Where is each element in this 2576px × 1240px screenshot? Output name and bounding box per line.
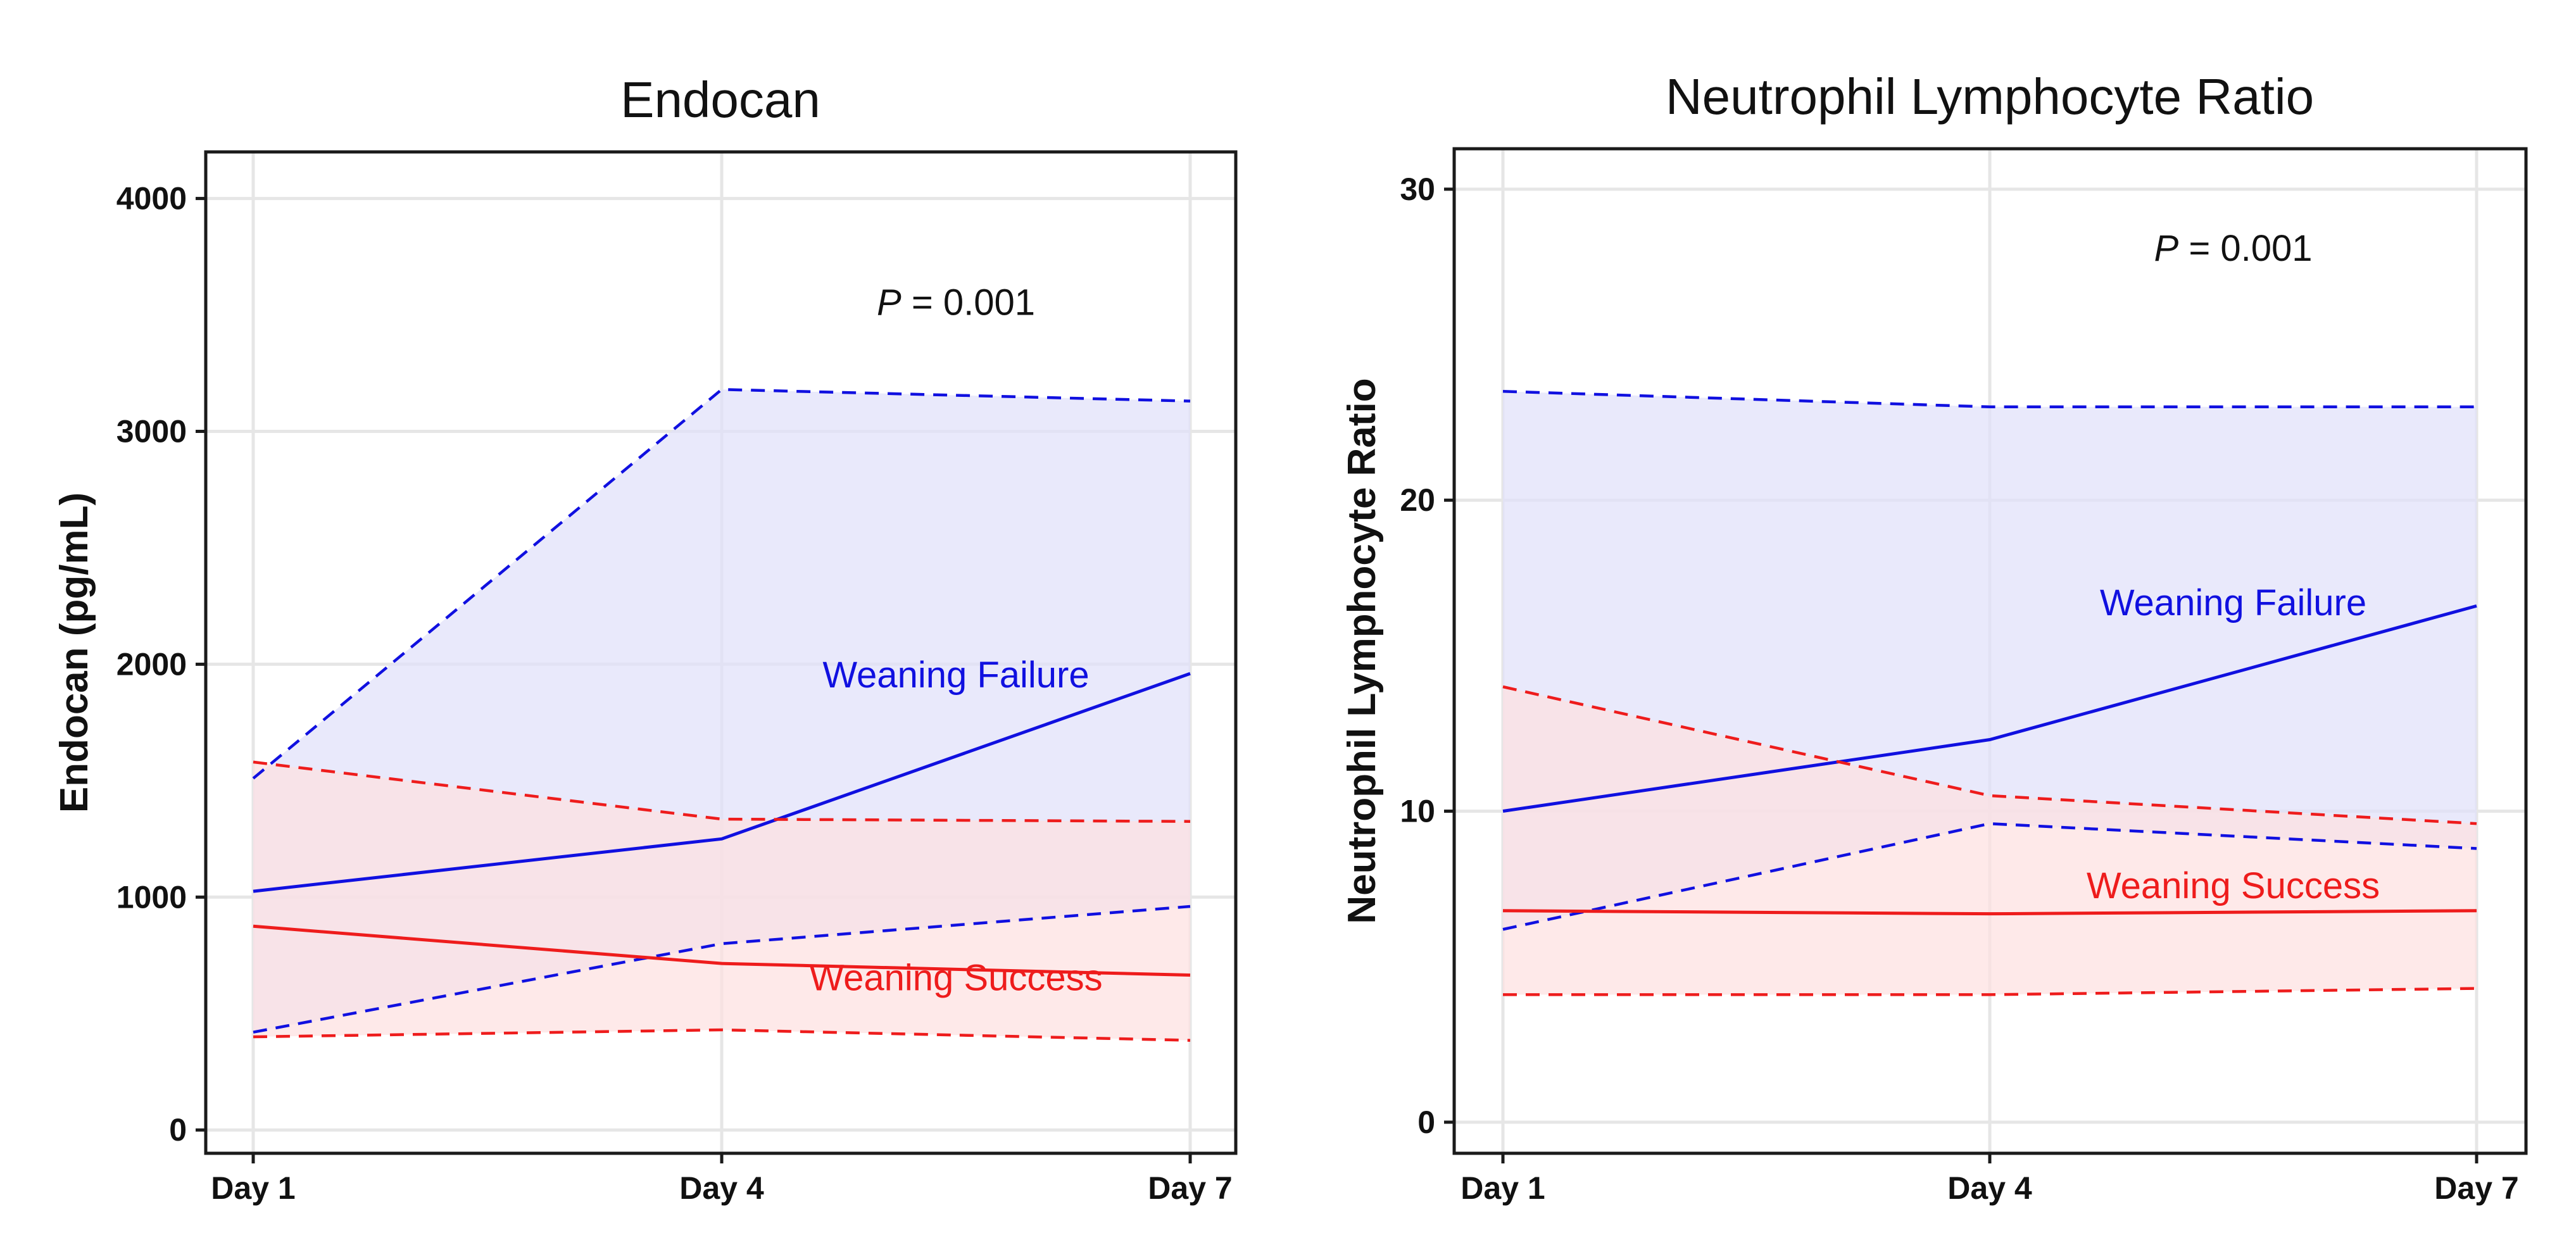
- weaning-failure-label: Weaning Failure: [2100, 582, 2366, 623]
- weaning-success-lower-bound: [253, 1028, 1191, 1042]
- p-label: P: [877, 282, 902, 323]
- p-label: P: [2154, 228, 2179, 269]
- y-tick-label: 4000: [116, 181, 187, 216]
- weaning-success-label: Weaning Success: [2087, 865, 2380, 906]
- y-tick-label: 0: [169, 1112, 187, 1148]
- y-axis-title: Endocan (pg/mL): [53, 492, 96, 813]
- y-tick-label: 20: [1400, 482, 1435, 518]
- x-tick-label: Day 1: [211, 1170, 295, 1206]
- weaning-failure-upper-bound: [252, 387, 1191, 780]
- weaning-success-lower-bound: [1503, 987, 2477, 996]
- y-tick-label: 0: [1417, 1105, 1435, 1140]
- weaning-success-upper-bound: [253, 760, 1191, 823]
- chart-title: Endocan: [620, 72, 820, 128]
- y-tick-label: 30: [1400, 172, 1435, 207]
- weaning-success-upper-bound: [1502, 685, 2477, 825]
- nlr-chart: Weaning Failure Weaning Success 0 10 20 30 Day…: [1340, 68, 2528, 1206]
- p-value-annotation: P = 0.001: [877, 282, 1035, 323]
- x-tick-label: Day 7: [2434, 1170, 2518, 1206]
- weaning-failure-lower-bound: [1502, 822, 2477, 931]
- p-value: = 0.001: [2178, 228, 2312, 269]
- x-tick-label: Day 4: [679, 1170, 764, 1206]
- y-tick-label: 1000: [116, 879, 187, 915]
- p-value: = 0.001: [902, 282, 1035, 323]
- endocan-chart: Weaning Failure Weaning Success 0 1000 2000 3…: [53, 72, 1238, 1206]
- y-tick-label: 3000: [116, 413, 187, 449]
- chart-title: Neutrophil Lymphocyte Ratio: [1666, 68, 2314, 125]
- p-value-annotation: P = 0.001: [2154, 228, 2313, 269]
- y-tick-label: 10: [1400, 794, 1435, 829]
- y-axis-title: Neutrophil Lymphocyte Ratio: [1340, 378, 1384, 924]
- weaning-success-ci-band: [1503, 687, 2477, 995]
- weaning-failure-label: Weaning Failure: [822, 654, 1089, 696]
- x-tick-label: Day 7: [1148, 1170, 1232, 1206]
- weaning-success-label: Weaning Success: [809, 957, 1102, 998]
- weaning-failure-upper-bound: [1502, 389, 2477, 409]
- x-tick-label: Day 4: [1947, 1170, 2032, 1206]
- y-tick-label: 2000: [116, 646, 187, 682]
- x-tick-label: Day 1: [1461, 1170, 1545, 1206]
